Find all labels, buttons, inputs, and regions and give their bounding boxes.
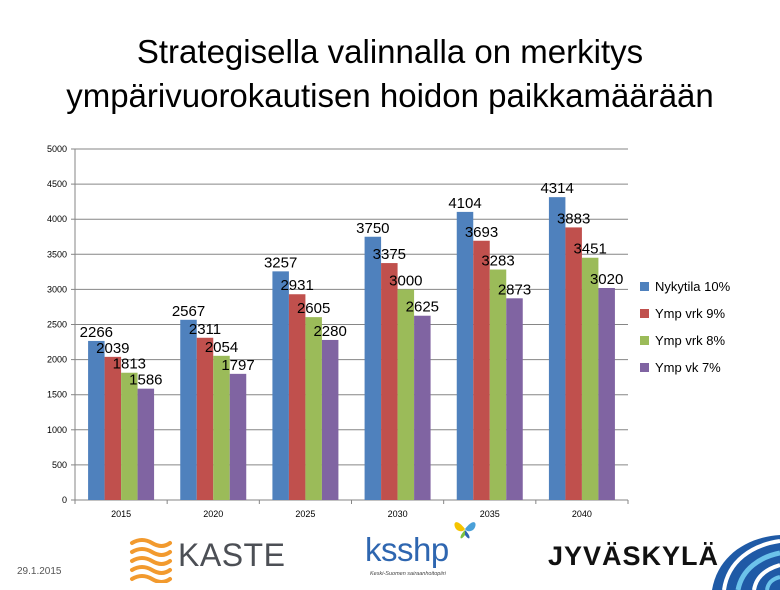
- legend-label: Ymp vk 7%: [655, 360, 721, 375]
- data-label: 2039: [96, 340, 129, 357]
- butterfly-icon: [454, 522, 476, 539]
- data-label: 4104: [448, 195, 481, 212]
- kaste-wordmark: KASTE: [178, 537, 286, 573]
- bar: [196, 337, 214, 500]
- y-tick-label: 4500: [47, 179, 67, 189]
- bar: [180, 319, 197, 500]
- data-label: 4314: [540, 180, 573, 197]
- data-label: 2625: [406, 299, 439, 316]
- legend: Nykytila 10% Ymp vrk 9% Ymp vrk 8% Ymp vk 7…: [640, 279, 731, 375]
- data-label: 2266: [80, 324, 113, 341]
- bar: [364, 236, 382, 500]
- bar: [121, 372, 138, 500]
- data-label: 3020: [590, 271, 623, 288]
- data-label: 3283: [481, 253, 514, 270]
- legend-swatch: [640, 363, 649, 372]
- bar: [506, 298, 523, 500]
- data-label: 2605: [297, 300, 330, 317]
- y-tick-label: 2500: [47, 320, 67, 330]
- bar: [414, 315, 431, 500]
- slide-date: 29.1.2015: [17, 566, 62, 577]
- y-tick-label: 5000: [47, 144, 67, 154]
- bar: [397, 289, 415, 500]
- y-tick-label: 1500: [47, 390, 67, 400]
- x-tick-label: 2025: [295, 509, 315, 519]
- bar: [104, 356, 122, 500]
- legend-swatch: [640, 336, 649, 345]
- y-tick-label: 2000: [47, 355, 67, 365]
- bar: [288, 294, 306, 500]
- ksshp-tagline: Keski-Suomen sairaanhoitopiiri: [370, 571, 446, 577]
- jyvaskyla-wordmark: JYVÄSKYLÄ: [548, 541, 720, 571]
- data-label: 3257: [264, 254, 297, 271]
- jyvaskyla-swirl-icon: [712, 535, 780, 590]
- bar: [489, 269, 507, 500]
- bar: [581, 257, 599, 500]
- ksshp-logo: ksshp Keski-Suomen sairaanhoitopiiri: [360, 515, 480, 587]
- data-label: 2311: [189, 321, 221, 338]
- y-tick-label: 500: [52, 460, 67, 470]
- data-label: 3451: [573, 241, 606, 258]
- y-tick-label: 3000: [47, 284, 67, 294]
- title-line-2: ympärivuorokautisen hoidon paikkamäärään: [66, 77, 714, 114]
- data-label: 3750: [356, 220, 389, 237]
- data-label: 2931: [280, 277, 313, 294]
- data-label: 3883: [557, 210, 590, 227]
- axes: 0 500 1000 1500 2000 2500 3000 3500 4000 4500 5000…: [47, 144, 629, 519]
- y-tick-label: 4000: [47, 214, 67, 224]
- data-label: 2567: [172, 303, 205, 320]
- legend-label: Ymp vrk 9%: [655, 306, 726, 321]
- slide-title: Strategisella valinnalla on merkitys ymp…: [0, 30, 780, 118]
- bar: [321, 339, 339, 500]
- title-line-1: Strategisella valinnalla on merkitys: [136, 33, 644, 70]
- data-label: 3000: [389, 272, 422, 289]
- data-label: 1813: [113, 356, 146, 373]
- bar: [456, 211, 474, 500]
- bar: [137, 388, 155, 500]
- bar: [272, 271, 289, 500]
- bar: [598, 287, 615, 500]
- legend-swatch: [640, 282, 649, 291]
- x-tick-label: 2035: [480, 509, 500, 519]
- jyvaskyla-logo: JYVÄSKYLÄ: [540, 535, 780, 590]
- bar: [473, 240, 490, 500]
- x-tick-label: 2020: [203, 509, 223, 519]
- ksshp-wordmark: ksshp: [365, 531, 449, 568]
- data-label: 2873: [498, 281, 531, 298]
- kaste-waves-icon: [130, 538, 172, 584]
- bar: [213, 355, 230, 500]
- data-label: 2280: [313, 323, 346, 340]
- bar: [548, 197, 566, 500]
- data-label: 1586: [129, 372, 162, 389]
- x-tick-label: 2040: [572, 509, 592, 519]
- legend-label: Ymp vrk 8%: [655, 333, 726, 348]
- bars: [88, 197, 615, 501]
- gridlines: [75, 148, 628, 501]
- data-label: 3693: [465, 224, 498, 241]
- x-tick-label: 2015: [111, 509, 131, 519]
- bar: [381, 263, 398, 500]
- legend-label: Nykytila 10%: [655, 279, 731, 294]
- data-label: 2054: [205, 339, 238, 356]
- data-label: 1797: [221, 357, 254, 374]
- legend-swatch: [640, 309, 649, 318]
- bar: [229, 373, 247, 500]
- data-label: 3375: [373, 246, 406, 263]
- bar: [88, 340, 105, 500]
- bar: [305, 317, 322, 500]
- bar: [565, 227, 582, 501]
- kaste-logo: KASTE: [128, 535, 288, 584]
- y-tick-label: 3500: [47, 249, 67, 259]
- y-tick-label: 1000: [47, 425, 67, 435]
- y-tick-label: 0: [62, 495, 67, 505]
- x-tick-label: 2030: [388, 509, 408, 519]
